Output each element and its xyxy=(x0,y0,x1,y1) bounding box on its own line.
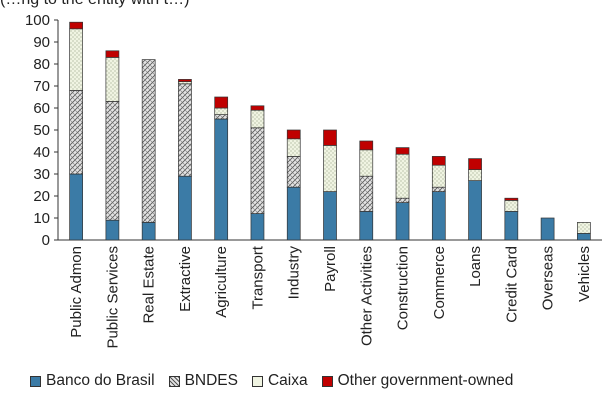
x-tick-label: Payroll xyxy=(322,246,339,292)
y-tick-label: 0 xyxy=(42,232,50,249)
x-tick-label: Public Admon xyxy=(68,246,85,338)
y-tick-label: 60 xyxy=(33,100,50,117)
bar-segment-other-government-owned xyxy=(69,21,83,30)
bar-segment-banco-do-brasil xyxy=(577,233,591,241)
x-tick-label: Extractive xyxy=(177,246,194,312)
bar-segment-caixa xyxy=(214,107,229,115)
legend-swatch xyxy=(321,375,333,387)
x-tick-label: Agriculture xyxy=(213,246,230,318)
bar-segment-other-government-owned xyxy=(468,158,482,170)
bar-segment-banco-do-brasil xyxy=(141,222,156,241)
bar-segment-other-government-owned xyxy=(323,129,337,146)
bar-segment-banco-do-brasil xyxy=(178,175,192,241)
legend-swatch xyxy=(168,375,180,387)
bar-segment-caixa xyxy=(286,138,301,157)
x-tick-label: Real Estate xyxy=(141,246,158,324)
bar-segment-other-government-owned xyxy=(214,96,229,109)
legend-swatch xyxy=(30,375,41,387)
bar-segment-caixa xyxy=(359,149,374,177)
bar-segment-bndes xyxy=(395,197,410,203)
x-tick-label: Overseas xyxy=(540,246,557,310)
bar-segment-bndes xyxy=(359,175,374,212)
bar-segment-banco-do-brasil xyxy=(69,173,83,241)
bar-segment-caixa xyxy=(577,222,591,234)
bar-segment-banco-do-brasil xyxy=(468,180,482,241)
bar-segment-caixa xyxy=(250,109,265,129)
y-tick-label: 100 xyxy=(25,12,50,29)
legend-entry: Other government-owned xyxy=(321,372,514,390)
bar-segment-banco-do-brasil xyxy=(540,217,555,241)
x-tick-label: Public Services xyxy=(104,246,121,349)
bar-segment-other-government-owned xyxy=(431,156,446,166)
chart-title: (…ng to the entity with t…) xyxy=(0,0,189,9)
legend-label: Caixa xyxy=(267,372,308,389)
legend-label: Other government-owned xyxy=(337,372,514,389)
bar-segment-banco-do-brasil xyxy=(105,219,120,241)
x-tick-label: Vehicles xyxy=(576,246,593,302)
x-tick-label: Industry xyxy=(286,246,303,300)
legend-entry: BNDES xyxy=(168,372,238,390)
y-tick-label: 10 xyxy=(33,210,50,227)
bar-segment-bndes xyxy=(286,156,301,188)
bar-segment-banco-do-brasil xyxy=(323,191,337,241)
y-tick-label: 70 xyxy=(33,78,50,95)
y-tick-label: 90 xyxy=(33,34,50,51)
bar-segment-caixa xyxy=(323,145,337,192)
bar-segment-caixa xyxy=(431,164,446,188)
x-tick-label: Construction xyxy=(395,246,412,330)
bar-segment-banco-do-brasil xyxy=(250,213,265,241)
bar-segment-caixa xyxy=(395,153,410,199)
x-tick-label: Commerce xyxy=(431,246,448,319)
bar-segment-other-government-owned xyxy=(250,105,265,111)
bar-segment-caixa xyxy=(105,57,120,102)
legend-label: Banco do Brasil xyxy=(46,372,155,389)
y-tick-label: 50 xyxy=(33,122,50,139)
bar-segment-banco-do-brasil xyxy=(359,211,374,241)
bar-segment-banco-do-brasil xyxy=(286,186,301,241)
bar-segment-caixa xyxy=(69,28,83,91)
bar-segment-banco-do-brasil xyxy=(395,202,410,241)
bar-segment-bndes xyxy=(141,59,156,223)
bar-segment-other-government-owned xyxy=(105,50,120,58)
y-tick-label: 80 xyxy=(33,56,50,73)
x-tick-label: Other Activities xyxy=(358,246,375,346)
bar-segment-other-government-owned xyxy=(395,147,410,155)
bar-segment-bndes xyxy=(178,83,192,177)
bar-segment-bndes xyxy=(214,114,229,120)
legend-swatch xyxy=(251,375,263,387)
bar-segment-bndes xyxy=(250,127,265,214)
bar-segment-bndes xyxy=(105,101,120,221)
bar-segment-other-government-owned xyxy=(286,129,301,140)
x-tick-label: Loans xyxy=(467,246,484,287)
y-tick-label: 40 xyxy=(33,144,50,161)
legend-entry: Caixa xyxy=(251,372,308,390)
bar-segment-other-government-owned xyxy=(359,140,374,151)
x-tick-label: Credit Card xyxy=(503,246,520,323)
y-tick-label: 20 xyxy=(33,188,50,205)
bar-segment-bndes xyxy=(431,186,446,192)
bar-segment-banco-do-brasil xyxy=(504,211,519,241)
bar-segment-other-government-owned xyxy=(178,79,192,82)
bar-segment-bndes xyxy=(69,90,83,175)
bar-segment-banco-do-brasil xyxy=(214,118,229,241)
legend-label: BNDES xyxy=(184,372,238,389)
x-tick-label: Transport xyxy=(249,245,266,309)
legend-entry: Banco do Brasil xyxy=(30,372,155,390)
bar-segment-caixa xyxy=(504,200,519,212)
bar-segment-banco-do-brasil xyxy=(431,191,446,241)
bar-segment-caixa xyxy=(468,169,482,181)
bar-segment-other-government-owned xyxy=(504,197,519,201)
chart-legend: Banco do Brasil BNDES Caixa Other governmen… xyxy=(30,371,527,391)
y-tick-label: 30 xyxy=(33,166,50,183)
